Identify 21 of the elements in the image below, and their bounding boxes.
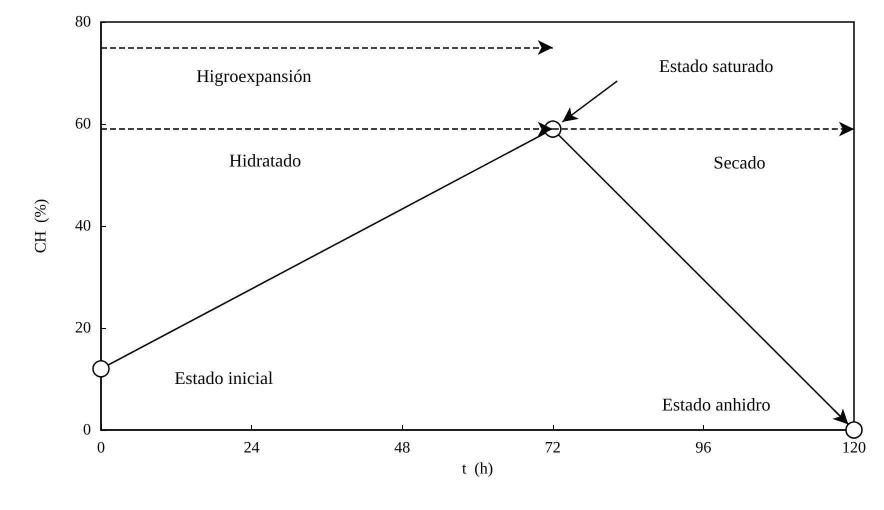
y-tick-label: 20 xyxy=(75,320,91,336)
point xyxy=(92,360,110,378)
annotation: Higroexpansión xyxy=(196,66,312,86)
annotation: Secado xyxy=(714,152,766,172)
x-tick-label: 120 xyxy=(842,440,866,456)
y-tick-label: 40 xyxy=(75,218,91,234)
point xyxy=(845,421,863,439)
x-tick-label: 72 xyxy=(544,440,561,456)
annotation: Estado inicial xyxy=(174,368,273,388)
y-axis-title: CH (%) xyxy=(32,198,50,254)
annotation: Hidratado xyxy=(229,150,302,170)
annotation: Estado anhidro xyxy=(662,394,770,415)
x-tick-label: 96 xyxy=(695,440,712,456)
y-tick-label: 60 xyxy=(75,116,91,132)
x-tick-label: 48 xyxy=(394,440,410,456)
y-tick-label: 0 xyxy=(83,422,91,438)
x-axis-title: t (h) xyxy=(462,460,494,478)
annotation: Estado saturado xyxy=(658,56,774,76)
x-tick-label: 24 xyxy=(244,440,260,456)
y-tick-label: 80 xyxy=(75,14,91,30)
x-tick-label: 0 xyxy=(97,440,105,456)
